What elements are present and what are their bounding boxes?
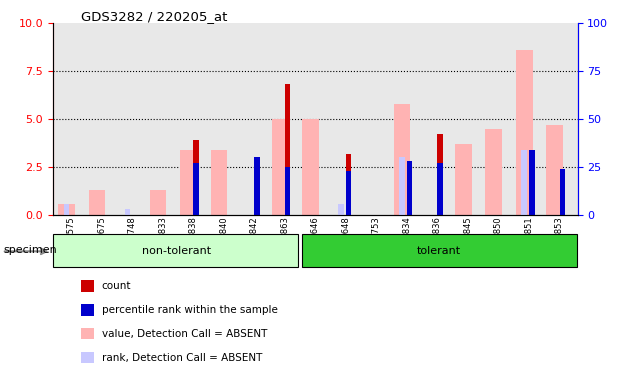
Bar (64, 204, 70, 215)
Text: specimen: specimen (3, 245, 57, 255)
Bar (285, 84, 291, 215)
Bar (285, 167, 291, 215)
Text: non-tolerant: non-tolerant (142, 245, 211, 256)
Bar (546, 125, 563, 215)
Bar (271, 119, 289, 215)
Bar (193, 163, 199, 215)
Bar (302, 119, 319, 215)
Text: percentile rank within the sample: percentile rank within the sample (102, 305, 278, 315)
Text: tolerant: tolerant (417, 245, 461, 256)
Bar (255, 157, 260, 215)
Bar (346, 171, 351, 215)
Bar (522, 150, 527, 215)
Bar (302, 234, 577, 267)
Bar (89, 190, 106, 215)
Text: count: count (102, 281, 132, 291)
Bar (53, 234, 298, 267)
Text: rank, Detection Call = ABSENT: rank, Detection Call = ABSENT (102, 353, 262, 362)
Bar (407, 161, 412, 215)
Bar (211, 150, 227, 215)
Bar (180, 150, 197, 215)
Bar (438, 163, 443, 215)
Bar (394, 104, 410, 215)
Bar (150, 190, 166, 215)
Text: value, Detection Call = ABSENT: value, Detection Call = ABSENT (102, 329, 267, 339)
Bar (346, 154, 351, 215)
Bar (485, 129, 502, 215)
Bar (438, 134, 443, 215)
Bar (58, 204, 75, 215)
Bar (455, 144, 471, 215)
Bar (125, 209, 130, 215)
Bar (255, 157, 260, 215)
Bar (338, 204, 344, 215)
Bar (193, 140, 199, 215)
Bar (516, 50, 533, 215)
Bar (529, 150, 535, 215)
Text: GDS3282 / 220205_at: GDS3282 / 220205_at (81, 10, 227, 23)
Bar (560, 169, 565, 215)
Bar (399, 157, 405, 215)
